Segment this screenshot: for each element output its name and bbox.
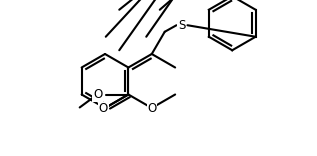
Text: O: O bbox=[93, 88, 102, 101]
Text: S: S bbox=[178, 19, 185, 32]
Text: O: O bbox=[147, 102, 156, 115]
Text: O: O bbox=[99, 102, 108, 115]
